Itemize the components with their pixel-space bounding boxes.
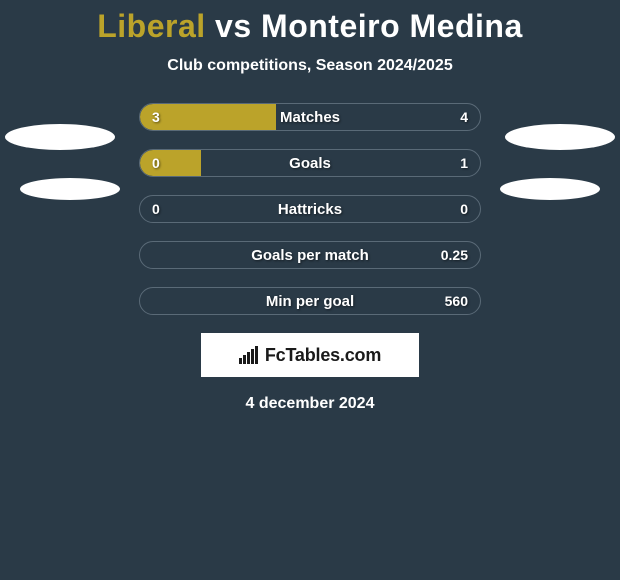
decor-ellipse bbox=[505, 124, 615, 150]
stat-label: Goals per match bbox=[140, 242, 480, 268]
brand: FcTables.com bbox=[239, 345, 381, 366]
title-vs: vs bbox=[215, 8, 252, 44]
brand-text: FcTables.com bbox=[265, 345, 381, 366]
stat-left-value: 0 bbox=[152, 150, 160, 176]
date-text: 4 december 2024 bbox=[0, 395, 620, 413]
stat-row-gpm: Goals per match 0.25 bbox=[139, 241, 481, 269]
bar-chart-icon bbox=[239, 346, 261, 364]
stat-left-value: 3 bbox=[152, 104, 160, 130]
decor-ellipse bbox=[20, 178, 120, 200]
stat-right-value: 560 bbox=[445, 288, 468, 314]
stat-fill bbox=[140, 150, 201, 176]
decor-ellipse bbox=[5, 124, 115, 150]
comparison-card: Liberal vs Monteiro Medina Club competit… bbox=[0, 0, 620, 413]
player1-name: Liberal bbox=[97, 8, 205, 44]
stat-row-goals: 0 Goals 1 bbox=[139, 149, 481, 177]
page-title: Liberal vs Monteiro Medina bbox=[0, 8, 620, 45]
stat-right-value: 0 bbox=[460, 196, 468, 222]
stat-fill bbox=[140, 104, 276, 130]
stat-label: Min per goal bbox=[140, 288, 480, 314]
stat-row-hattricks: 0 Hattricks 0 bbox=[139, 195, 481, 223]
decor-ellipse bbox=[500, 178, 600, 200]
stat-right-value: 0.25 bbox=[441, 242, 468, 268]
stat-left-value: 0 bbox=[152, 196, 160, 222]
subtitle: Club competitions, Season 2024/2025 bbox=[0, 57, 620, 75]
brand-box: FcTables.com bbox=[201, 333, 419, 377]
stat-row-matches: 3 Matches 4 bbox=[139, 103, 481, 131]
stats-block: 3 Matches 4 0 Goals 1 0 Hattricks 0 Goal… bbox=[139, 103, 481, 315]
stat-row-mpg: Min per goal 560 bbox=[139, 287, 481, 315]
stat-right-value: 4 bbox=[460, 104, 468, 130]
stat-label: Hattricks bbox=[140, 196, 480, 222]
stat-right-value: 1 bbox=[460, 150, 468, 176]
player2-name: Monteiro Medina bbox=[261, 8, 523, 44]
